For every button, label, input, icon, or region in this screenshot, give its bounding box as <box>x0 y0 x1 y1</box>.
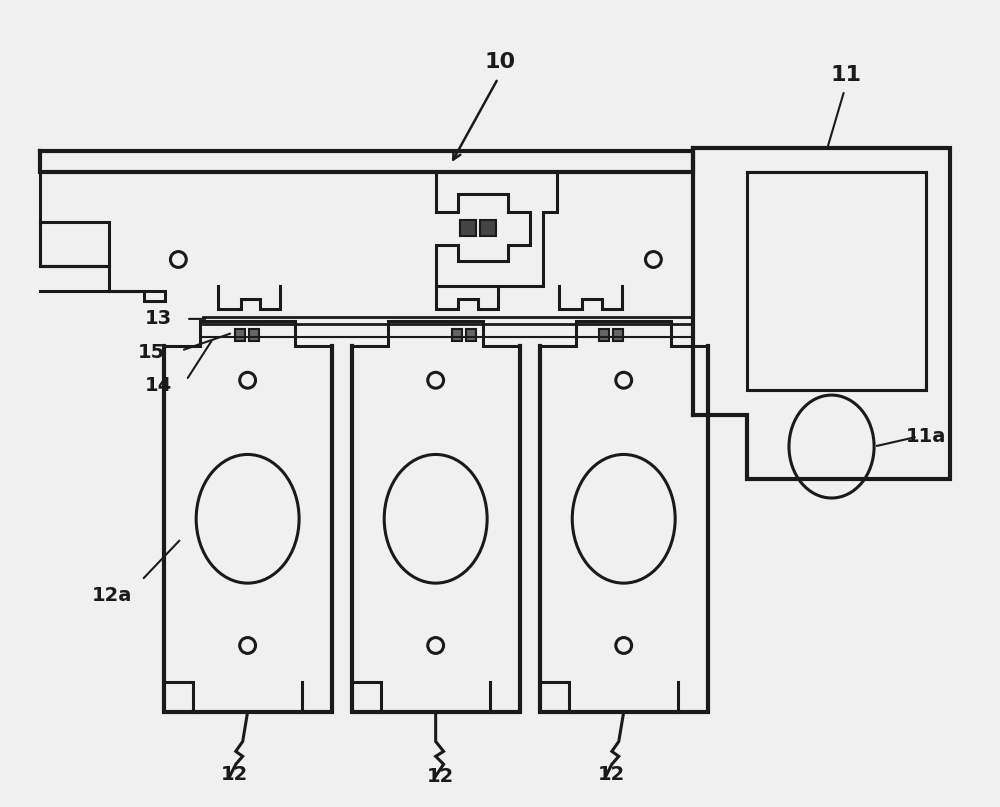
Bar <box>452 328 462 341</box>
Text: 14: 14 <box>145 376 172 395</box>
Text: 12: 12 <box>221 765 248 784</box>
Bar <box>613 328 623 341</box>
Bar <box>466 328 476 341</box>
Text: 15: 15 <box>138 343 165 362</box>
Bar <box>599 328 609 341</box>
Text: 12: 12 <box>427 767 454 785</box>
Bar <box>235 328 245 341</box>
Bar <box>249 328 259 341</box>
Text: 11a: 11a <box>905 427 946 446</box>
Text: 10: 10 <box>484 52 516 72</box>
Bar <box>460 220 476 236</box>
Bar <box>480 220 496 236</box>
Bar <box>748 174 925 389</box>
Text: 13: 13 <box>145 309 172 328</box>
Text: 12a: 12a <box>92 587 132 605</box>
Text: 12: 12 <box>598 765 625 784</box>
Text: 11: 11 <box>831 65 862 86</box>
